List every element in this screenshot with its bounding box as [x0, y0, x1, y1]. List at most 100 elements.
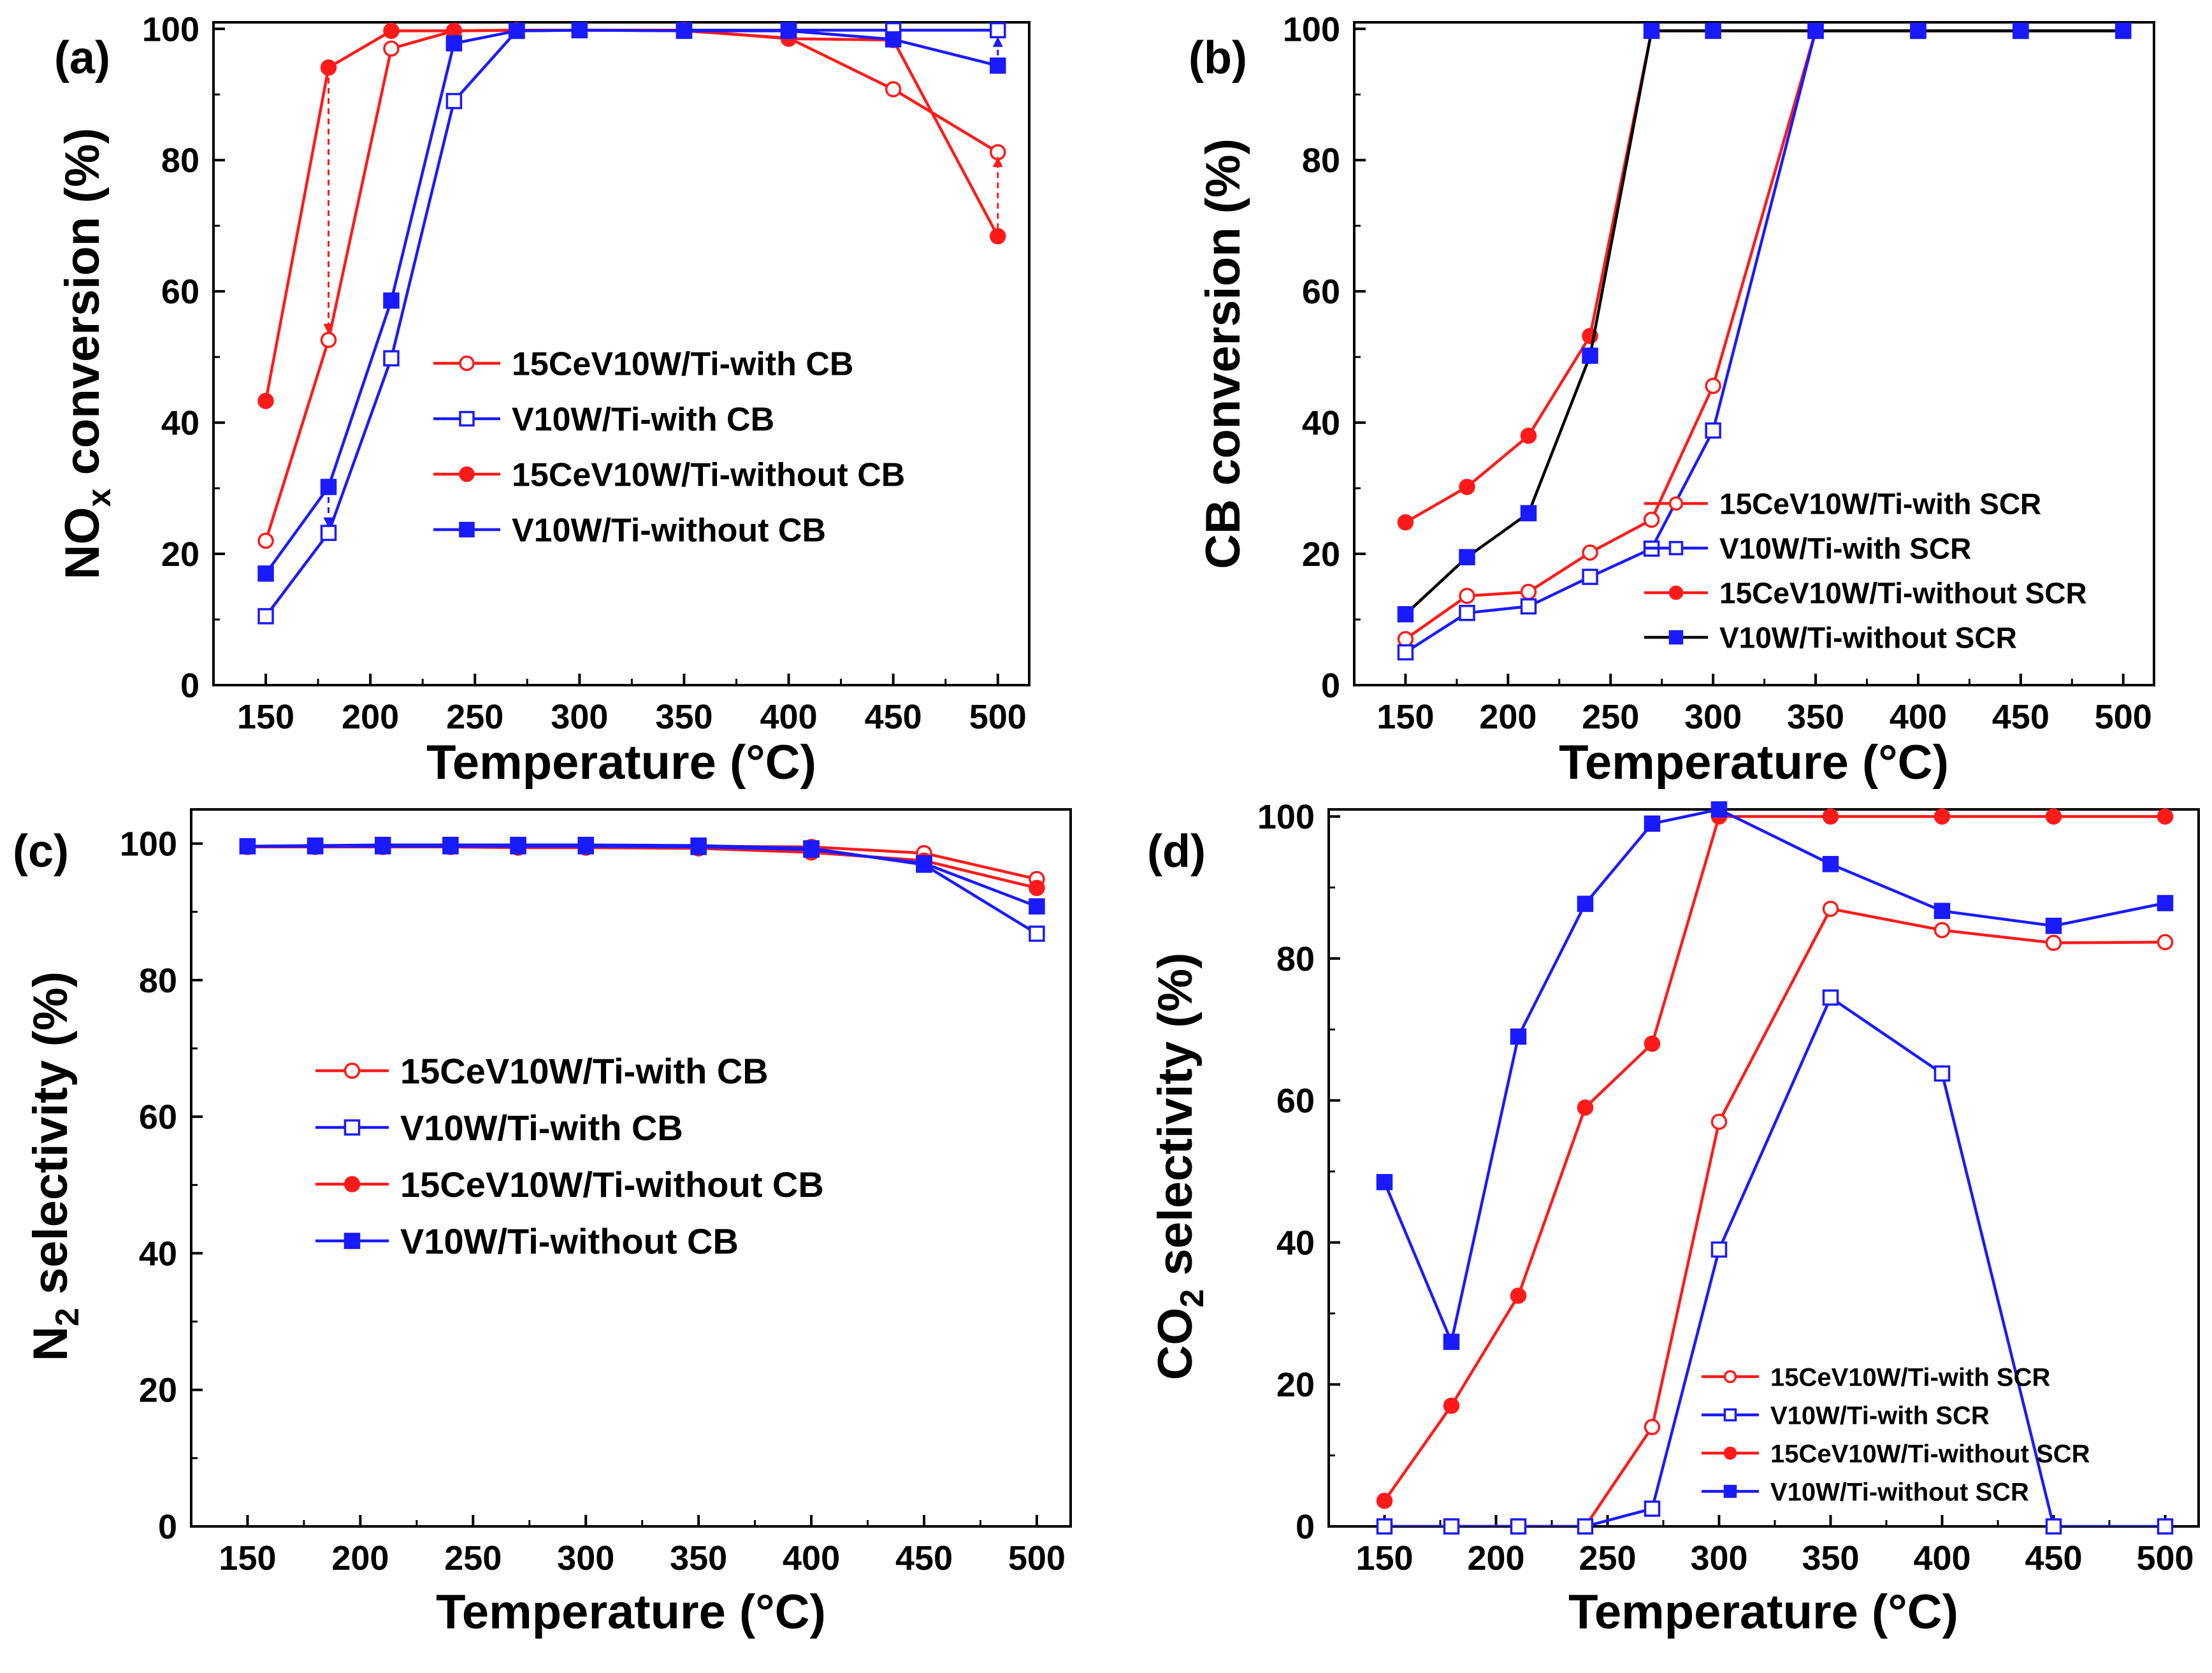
x-tick-label: 250 [446, 698, 503, 736]
chart-panel-d: 150 200 250 300 350 400 450 500 0 20 40 60 80 100 Temp… [1147, 798, 2200, 1639]
y-tick-label: 40 [139, 1235, 177, 1273]
series-4 [239, 838, 1045, 915]
data-point [1934, 922, 1951, 939]
data-point [1643, 22, 1660, 40]
series-line [1383, 808, 2165, 1347]
series-line [1384, 907, 2165, 1526]
data-point [1582, 569, 1598, 585]
series-line [1383, 815, 2165, 1502]
data-point [916, 855, 932, 872]
data-point [1643, 511, 1660, 528]
plot-frame [1327, 808, 2200, 1528]
data-point [780, 22, 797, 40]
x-tick-label: 200 [331, 1539, 389, 1577]
x-tick-label: 450 [865, 698, 922, 736]
data-point [510, 838, 526, 855]
legend-label: 15CeV10W/Ti-with CB [512, 346, 853, 383]
data-point [383, 40, 400, 57]
chart-panel-c: 150 200 250 300 350 400 450 500 0 20 40 60 80 100 Temp… [13, 808, 1072, 1639]
data-point [2045, 934, 2062, 952]
data-point [383, 292, 400, 309]
data-point [307, 838, 324, 855]
series-1 [1376, 901, 2174, 1535]
y-tick-label: 20 [1276, 1366, 1315, 1404]
data-point [445, 35, 463, 52]
data-point [1577, 895, 1594, 912]
data-point [690, 839, 707, 855]
data-point [1443, 1397, 1460, 1414]
legend-marker [1723, 1370, 1737, 1384]
data-point [320, 331, 337, 349]
x-tick-label: 350 [1787, 698, 1844, 736]
data-point [1376, 1174, 1393, 1191]
x-axis-title: Temperature (°C) [426, 735, 816, 790]
data-point [1934, 1065, 1951, 1082]
series-line [1405, 29, 2123, 524]
y-tick-label: 100 [1283, 10, 1340, 48]
data-point [1397, 644, 1414, 661]
data-point [1807, 22, 1824, 40]
y-tick-label: 20 [161, 535, 199, 574]
data-point [1582, 347, 1598, 364]
legend-label: V10W/Ti-without SCR [1770, 1478, 2029, 1506]
legend-item: 15CeV10W/Ti-without CB [433, 457, 905, 494]
data-point [320, 525, 337, 541]
legend-label: 15CeV10W/Ti-without CB [400, 1164, 824, 1205]
data-point [2045, 917, 2062, 934]
legend-marker [343, 1176, 361, 1192]
data-point [1822, 808, 1839, 825]
series-4 [1397, 22, 2132, 623]
legend: 15CeV10W/Ti-with CB V10W/Ti-with CB 15CeV1… [315, 1051, 824, 1261]
data-point [1822, 901, 1839, 917]
chart-panel-b: 150 200 250 300 350 400 450 500 0 20 40 60 80 100 Temp… [1189, 10, 2155, 790]
data-point [445, 92, 463, 110]
x-tick-label: 200 [1479, 698, 1536, 736]
x-tick-label: 150 [1377, 698, 1434, 736]
y-tick-label: 0 [1296, 1508, 1315, 1546]
legend-item: 15CeV10W/Ti-with CB [315, 1051, 769, 1091]
legend-item: 15CeV10W/Ti-without CB [315, 1164, 824, 1205]
x-tick-label: 400 [760, 698, 818, 736]
data-point [383, 22, 400, 40]
legend-label: 15CeV10W/Ti-with CB [400, 1051, 769, 1091]
legend-marker [343, 1119, 361, 1136]
data-point [2157, 808, 2174, 825]
plot-frame [190, 808, 1072, 1528]
data-point [375, 838, 391, 855]
series-4 [1376, 801, 2174, 1351]
plot-frame [212, 21, 1030, 686]
legend-item: V10W/Ti-without CB [433, 512, 826, 549]
y-tick-label: 100 [1257, 798, 1315, 836]
panel-label: (a) [54, 33, 110, 83]
y-tick-label: 0 [158, 1508, 177, 1546]
data-point [676, 22, 693, 40]
data-point [1710, 1241, 1728, 1258]
data-point [1397, 514, 1414, 531]
data-point [509, 22, 525, 40]
legend: 15CeV10W/Ti-with CB V10W/Ti-with CB 15CeV1… [433, 346, 905, 549]
data-point [990, 22, 1006, 39]
data-point [990, 228, 1006, 245]
legend-label: V10W/Ti-with CB [512, 402, 774, 438]
y-tick-label: 40 [1276, 1224, 1315, 1262]
x-tick-label: 200 [1467, 1539, 1524, 1577]
x-axis-title: Temperature (°C) [436, 1585, 826, 1639]
data-point [1459, 549, 1475, 565]
legend-label: 15CeV10W/Ti-with SCR [1719, 488, 2041, 521]
data-point [571, 22, 588, 39]
data-point [1582, 544, 1598, 561]
x-tick-label: 150 [219, 1539, 276, 1577]
data-point [257, 608, 274, 625]
y-tick-label: 40 [161, 404, 199, 442]
y-tick-label: 40 [1302, 404, 1340, 442]
y-axis-title: NOx conversion (%) [55, 128, 118, 580]
x-tick-label: 350 [1802, 1539, 1859, 1577]
data-point [1644, 1419, 1661, 1435]
data-point [257, 565, 274, 582]
y-tick-label: 20 [139, 1372, 177, 1410]
panel-label: (c) [13, 826, 69, 877]
x-tick-label: 450 [895, 1539, 953, 1577]
data-point [1577, 1518, 1594, 1535]
legend-item: 15CeV10W/Ti-with SCR [1644, 488, 2041, 521]
data-point [2157, 895, 2174, 911]
